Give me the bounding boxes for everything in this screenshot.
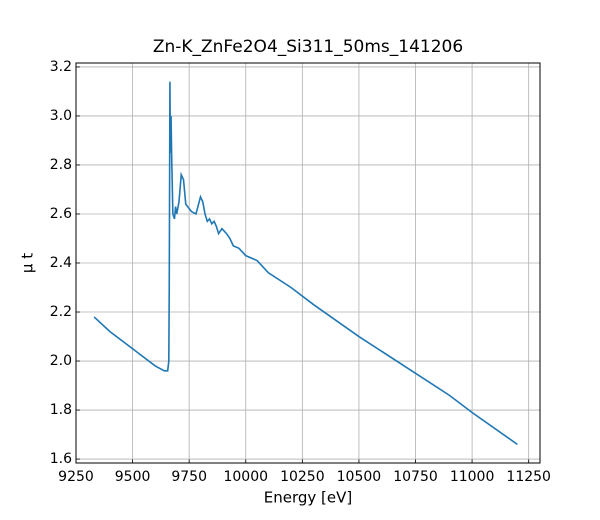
plot-frame	[75, 62, 541, 464]
y-tick-label: 2.4	[50, 255, 72, 271]
x-tick-label: 10250	[280, 469, 325, 485]
x-tick-label: 10000	[223, 469, 268, 485]
y-tick-label: 2.2	[50, 304, 72, 320]
x-tick-label: 11250	[506, 469, 551, 485]
y-tick-label: 2.8	[50, 157, 72, 173]
x-tick-label: 10500	[337, 469, 382, 485]
y-tick-label: 1.6	[50, 451, 72, 467]
y-tick-label: 2.6	[50, 206, 72, 222]
x-tick-label: 9250	[58, 469, 94, 485]
y-axis-label: μ t	[19, 253, 37, 273]
x-tick-label: 11000	[450, 469, 495, 485]
x-tick-label: 9500	[115, 469, 151, 485]
x-tick-label: 10750	[393, 469, 438, 485]
chart-title: Zn-K_ZnFe2O4_Si311_50ms_141206	[153, 37, 463, 57]
x-axis-label: Energy [eV]	[264, 489, 352, 507]
y-tick-label: 2.0	[50, 353, 72, 369]
y-tick-label: 1.8	[50, 402, 72, 418]
y-tick-label: 3.0	[50, 108, 72, 124]
x-tick-label: 9750	[171, 469, 207, 485]
y-tick-label: 3.2	[50, 59, 72, 75]
data-line	[93, 81, 518, 446]
